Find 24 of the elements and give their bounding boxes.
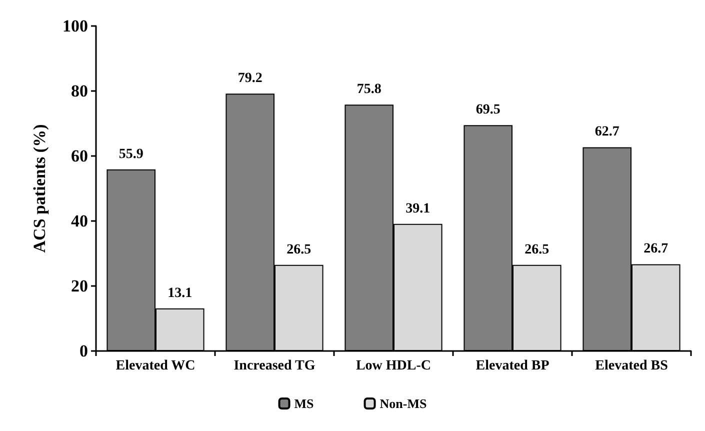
y-tick-label: 100: [62, 16, 88, 36]
x-tick-label: Low HDL-C: [356, 358, 432, 374]
y-tick-label: 60: [71, 146, 88, 166]
x-tick-label: Elevated WC: [116, 358, 196, 374]
data-label: 69.5: [476, 102, 500, 118]
data-label: 79.2: [238, 71, 262, 86]
x-tick-label: Elevated BS: [595, 358, 668, 374]
y-tick-label: 20: [71, 276, 88, 296]
data-label: 39.1: [406, 201, 430, 216]
data-label: 13.1: [168, 286, 192, 301]
data-label: 55.9: [118, 146, 144, 162]
data-label: 75.8: [356, 82, 382, 98]
x-tick-label: Elevated BP: [476, 358, 550, 374]
legend-label: Non-MS: [380, 396, 427, 411]
y-tick-label: 80: [71, 82, 88, 100]
x-tick-label: Increased TG: [234, 358, 316, 374]
data-label: 26.7: [644, 242, 668, 257]
data-label: 62.7: [594, 124, 620, 140]
y-axis-title: ACS patients (%): [30, 124, 49, 253]
data-label: 26.5: [286, 242, 312, 258]
legend-label: MS: [294, 396, 314, 411]
data-label: 26.5: [524, 242, 550, 258]
y-tick-label: 0: [80, 342, 88, 360]
y-tick-label: 40: [71, 212, 88, 230]
